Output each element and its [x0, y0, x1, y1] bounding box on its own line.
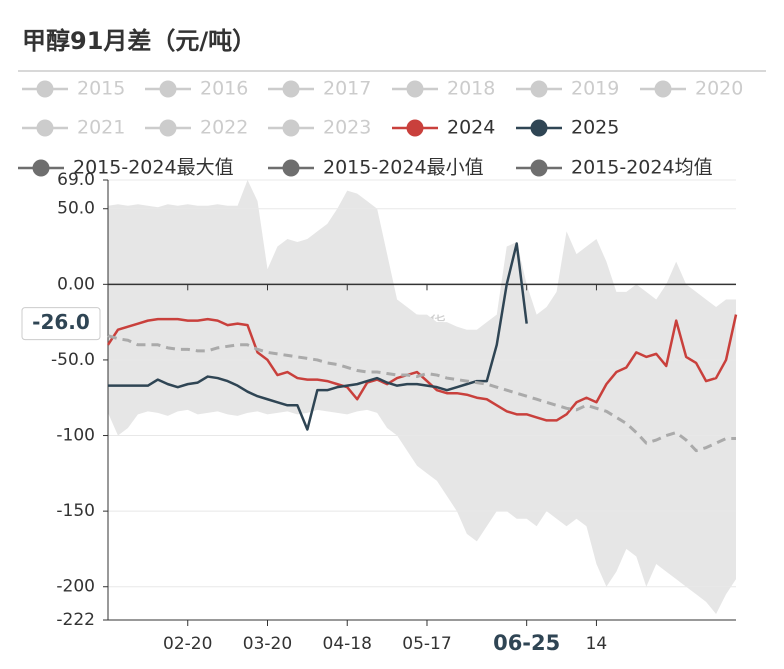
legend-icon-dot: [530, 159, 548, 177]
y-tick-label: 50.0: [57, 199, 95, 219]
legend-label: 2024: [447, 117, 495, 139]
y-tick-label: 69.0: [57, 170, 95, 190]
legend-label: 2023: [323, 117, 371, 139]
pointer-box: [21, 307, 101, 341]
legend-icon-dot: [654, 80, 672, 98]
x-tick-label: 14: [586, 634, 608, 654]
legend-icon-dot: [406, 119, 424, 137]
legend-icon-dot: [282, 159, 300, 177]
legend-label: 2015-2024均值: [571, 157, 713, 179]
x-tick-label: 04-18: [323, 634, 372, 654]
y-tick-label: -50.0: [51, 350, 95, 370]
series-line: [108, 242, 528, 431]
y-tick-label: -150: [56, 501, 95, 521]
legend-icon-dot: [530, 119, 548, 137]
legend-label: 2022: [200, 117, 248, 139]
legend-icon-dot: [159, 119, 177, 137]
legend-icon-dot: [36, 80, 54, 98]
band-area: [108, 409, 736, 620]
legend-label: 2017: [323, 78, 371, 100]
x-tick-label: 02-20: [163, 634, 212, 654]
legend-icon-dot: [32, 159, 50, 177]
legend-icon-dot: [282, 119, 300, 137]
legend-label: 2019: [571, 78, 619, 100]
legend-label: 2016: [200, 78, 248, 100]
y-tick-label: -200: [56, 577, 95, 597]
legend-label: 2015-2024最小值: [323, 157, 484, 179]
legend-icon-dot: [406, 80, 424, 98]
legend-icon-dot: [530, 80, 548, 98]
legend-label: 2020: [695, 78, 743, 100]
legend-label: 2015-2024最大值: [73, 157, 234, 179]
legend-icon-dot: [159, 80, 177, 98]
x-tick-label: 03-20: [243, 634, 292, 654]
legend-label: 2021: [77, 117, 125, 139]
average-line: [107, 334, 736, 453]
legend-icon-dot: [36, 119, 54, 137]
legend-label: 2025: [571, 117, 619, 139]
pointer-label: -26.0: [32, 310, 90, 334]
legend-icon-dot: [282, 80, 300, 98]
x-tick-label: 05-17: [402, 634, 451, 654]
y-tick-label: 0.00: [57, 274, 95, 294]
legend-label: 2015: [77, 78, 125, 100]
chart-title: 甲醇91月差（元/吨）: [22, 27, 256, 55]
y-tick-label: -100: [56, 426, 95, 446]
y-tick-label: -222: [56, 610, 95, 630]
x-tick-label: 06-25: [493, 631, 560, 655]
legend-label: 2018: [447, 78, 495, 100]
